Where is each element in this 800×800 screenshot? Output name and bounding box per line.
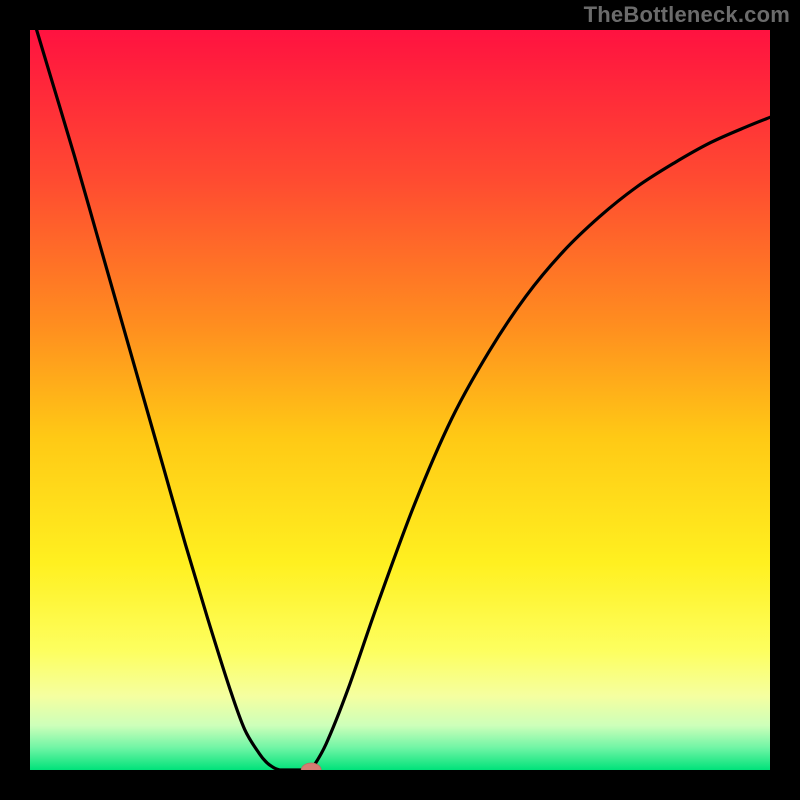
plot-background <box>30 30 770 770</box>
chart-frame: TheBottleneck.com <box>0 0 800 800</box>
watermark-text: TheBottleneck.com <box>584 2 790 28</box>
minimum-marker <box>301 763 321 777</box>
bottleneck-chart <box>0 0 800 800</box>
